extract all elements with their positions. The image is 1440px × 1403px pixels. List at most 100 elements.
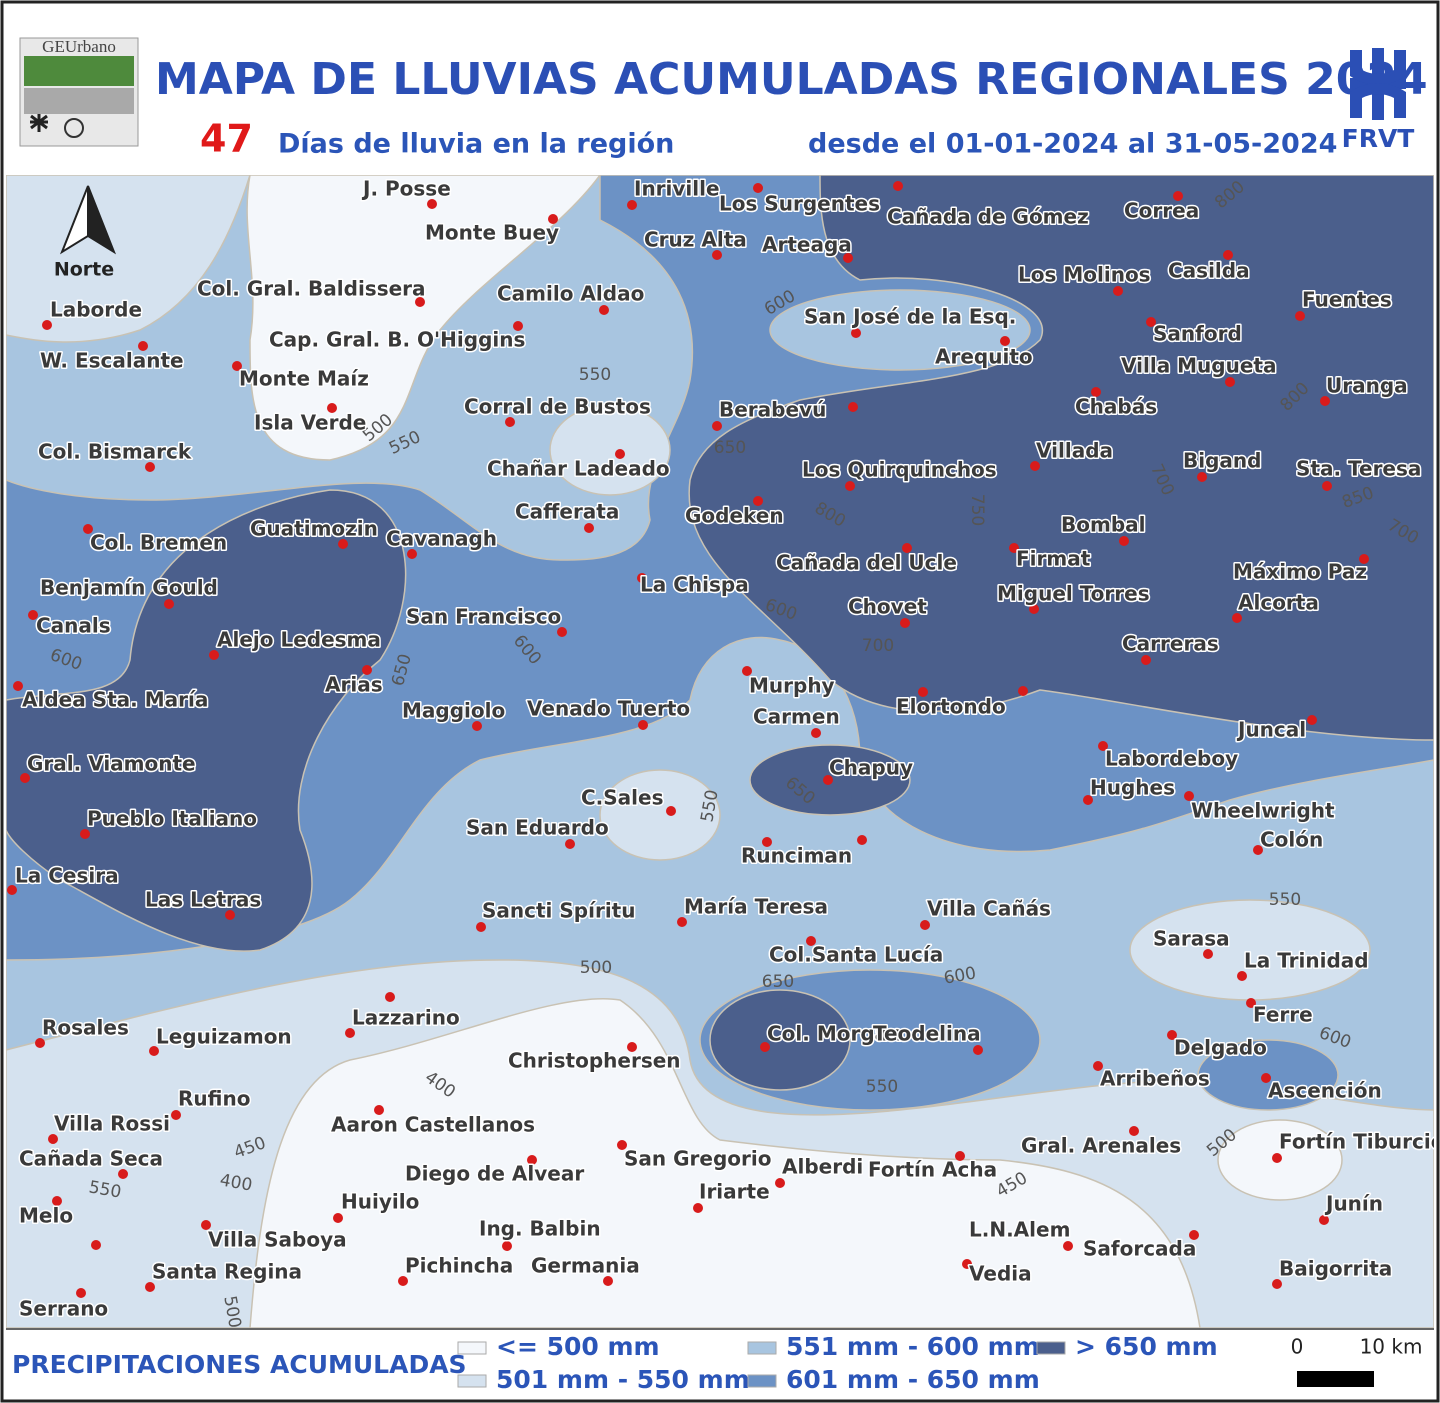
town-label: La Chispa [640, 573, 749, 597]
town-dot [1232, 613, 1242, 623]
town-dot [1083, 795, 1093, 805]
town-dot [1246, 998, 1256, 1008]
scale-end: 10 km [1360, 1335, 1423, 1359]
town-dot [1113, 286, 1123, 296]
town-dot [502, 1241, 512, 1251]
town-label: Aaron Castellanos [331, 1113, 535, 1137]
town-label: Christophersen [508, 1049, 681, 1073]
town-label: Maggiolo [402, 699, 505, 723]
north-arrow: Norte [54, 185, 117, 281]
town-label: Col.Santa Lucía [769, 943, 943, 967]
town-label: Saforcada [1083, 1237, 1196, 1261]
region [599, 769, 721, 861]
town-dot [345, 1028, 355, 1038]
town-label: Monte Buey [425, 221, 559, 245]
town-dot [1000, 336, 1010, 346]
north-label: Norte [54, 259, 114, 281]
logo-utn: FRVT [1342, 48, 1414, 153]
town-dot [145, 1282, 155, 1292]
town-dot [7, 885, 17, 895]
town-label: Sancti Spíritu [482, 899, 635, 923]
extra-dots [91, 402, 1028, 1250]
town-label: Arribeños [1100, 1067, 1210, 1091]
town-dot [918, 687, 928, 697]
town-dot [1093, 1061, 1103, 1071]
region [688, 175, 1434, 741]
town-dot [806, 936, 816, 946]
town-dot [617, 1140, 627, 1150]
town-dot [1261, 1073, 1271, 1083]
town-dot [811, 728, 821, 738]
region [6, 489, 407, 952]
town-label: Inriville [634, 177, 720, 201]
town-dot [823, 775, 833, 785]
town-dot [666, 806, 676, 816]
town-dot [20, 773, 30, 783]
town-dot [955, 1151, 965, 1161]
town-dot [712, 250, 722, 260]
contour-label: 500 [580, 958, 612, 978]
town-label: Runciman [741, 844, 852, 868]
contour-label: 700 [862, 636, 894, 656]
town-label: Col. Gral. Baldissera [197, 277, 426, 301]
town-dot [615, 449, 625, 459]
town-label: Arequito [935, 345, 1033, 369]
town-label: Bigand [1183, 449, 1261, 473]
town-label: Cañada Seca [19, 1147, 163, 1171]
town-label: Los Quirquinchos [802, 458, 997, 482]
town-label: Sta. Teresa [1296, 457, 1421, 481]
town-label: Cañada de Gómez [887, 205, 1089, 229]
town-label: Corral de Bustos [464, 395, 651, 419]
town-dot [513, 321, 523, 331]
town-dot [1119, 536, 1129, 546]
legend-swatch [747, 1374, 777, 1388]
town-dot [902, 543, 912, 553]
town-label: Isla Verde [254, 411, 366, 435]
town-label: Canals [36, 614, 111, 638]
town-dot [338, 539, 348, 549]
town-label: Aldea Sta. María [22, 688, 208, 712]
town-label: San Eduardo [466, 816, 609, 840]
legend-label: 501 mm - 550 mm [496, 1365, 750, 1394]
town-dot [48, 1134, 58, 1144]
town-label: Sarasa [1153, 927, 1230, 951]
town-dot [1098, 741, 1108, 751]
town-label: Carmen [753, 705, 840, 729]
town-dot [1272, 1279, 1282, 1289]
town-label: Hughes [1090, 776, 1175, 800]
town-dot [83, 524, 93, 534]
town-dot [427, 199, 437, 209]
town-dot [225, 910, 235, 920]
town-dot [13, 681, 23, 691]
town-label: Col. Bremen [90, 531, 227, 555]
town-label: Villa Cañás [927, 897, 1051, 921]
town-label: Las Letras [145, 888, 261, 912]
town-label: Correa [1124, 199, 1199, 223]
town-label: San Gregorio [624, 1147, 771, 1171]
town-label: La Cesira [15, 864, 119, 888]
town-dot [1173, 191, 1183, 201]
town-label: Benjamín Gould [40, 576, 218, 600]
rain-days: 47 [200, 117, 253, 161]
town-label: Venado Tuerto [527, 697, 690, 721]
town-label: Guatimozin [250, 517, 378, 541]
town-label: L.N.Alem [969, 1218, 1070, 1242]
town-dot [1197, 472, 1207, 482]
town-label: Los Molinos [1018, 263, 1151, 287]
town-dot [920, 920, 930, 930]
legend-label: 551 mm - 600 mm [786, 1332, 1040, 1361]
town-label: Cap. Gral. B. O'Higgins [269, 328, 525, 352]
region [246, 175, 601, 461]
scale-start: 0 [1291, 1335, 1304, 1359]
town-label: Rosales [42, 1016, 129, 1040]
legend-swatch [457, 1341, 487, 1355]
town-dot [333, 1213, 343, 1223]
town-dot [742, 666, 752, 676]
legend-swatch [747, 1341, 777, 1355]
town-label: Gral. Viamonte [27, 752, 196, 776]
town-dot [565, 839, 575, 849]
town-label: Chabás [1075, 395, 1157, 419]
town-dot [149, 1046, 159, 1056]
town-label: Wheelwright [1191, 799, 1335, 823]
